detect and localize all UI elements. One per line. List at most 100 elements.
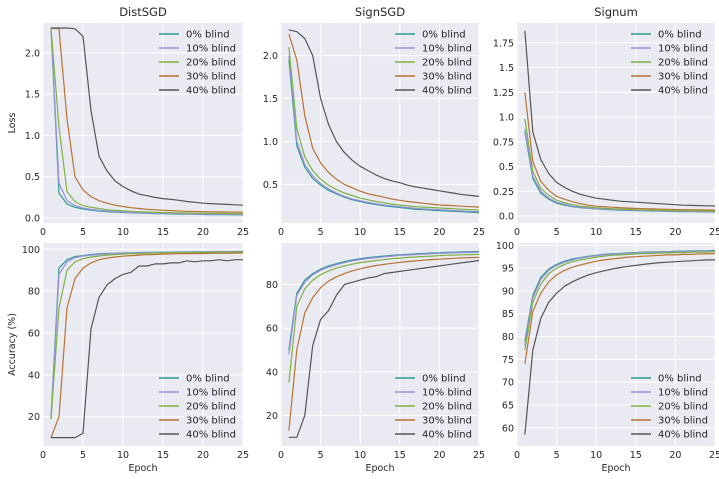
x-tick-label: 10	[590, 227, 602, 238]
y-tick-label: 2.0	[263, 51, 278, 62]
x-tick-label: 15	[394, 450, 406, 461]
legend-entry: 20% blind	[422, 58, 472, 69]
x-tick-label: 25	[709, 227, 719, 238]
x-tick-label: 20	[433, 450, 445, 461]
legend-entry: 30% blind	[186, 416, 236, 427]
series-line-4	[288, 34, 480, 208]
plot-area	[281, 23, 479, 223]
x-tick-label: 10	[590, 450, 602, 461]
x-tick-label: 20	[197, 227, 209, 238]
x-tick-label: 5	[318, 450, 324, 461]
x-tick-label: 15	[157, 450, 169, 461]
legend-entry: 10% blind	[186, 44, 236, 55]
series-line-2	[288, 55, 480, 213]
legend-entry: 0% blind	[422, 30, 466, 41]
x-tick-label: 5	[80, 450, 86, 461]
x-tick-label: 15	[630, 450, 642, 461]
legend-entry: 40% blind	[186, 86, 236, 97]
legend-entry: 10% blind	[422, 44, 472, 55]
legend-entry: 20% blind	[658, 402, 708, 413]
legend-entry: 30% blind	[658, 416, 708, 427]
y-tick-label: 0.5	[263, 180, 278, 191]
x-tick-label: 10	[354, 227, 366, 238]
legend-entry: 20% blind	[186, 58, 236, 69]
y-tick-label: 0.5	[499, 162, 514, 173]
x-axis-label: Epoch	[601, 463, 630, 474]
panel-title: Signum	[594, 5, 638, 19]
y-axis-label: Accuracy (%)	[7, 313, 18, 376]
x-tick-label: 25	[237, 450, 249, 461]
y-tick-label: 1.5	[499, 63, 514, 74]
series-line-4	[524, 92, 716, 211]
y-axis-label: Loss	[7, 113, 18, 134]
plot-area	[517, 23, 715, 223]
panel-title: SignSGD	[355, 5, 405, 19]
x-tick-label: 0	[40, 450, 46, 461]
plot-area	[43, 23, 243, 223]
y-tick-label: 100	[22, 245, 40, 256]
series-line-4	[288, 256, 480, 431]
x-axis-label: Epoch	[128, 463, 157, 474]
legend-entry: 0% blind	[186, 374, 230, 385]
legend-entry: 10% blind	[422, 388, 472, 399]
y-tick-label: 1.5	[25, 90, 40, 101]
y-tick-label: 75	[502, 355, 514, 366]
x-tick-label: 10	[117, 227, 129, 238]
y-tick-label: 40	[266, 367, 278, 378]
x-axis-label: Epoch	[365, 463, 394, 474]
x-tick-label: 20	[433, 227, 445, 238]
y-tick-label: 100	[496, 241, 514, 252]
y-tick-label: 1.75	[493, 38, 514, 49]
x-tick-label: 25	[473, 227, 485, 238]
chart-panel-2: 0 5 10 15 20 25 0.5 1.0 1.5 2.0 SignSGD 0% blind 10%…	[263, 5, 485, 238]
legend-entry: 30% blind	[186, 72, 236, 83]
legend-entry: 10% blind	[658, 388, 708, 399]
y-tick-label: 60	[28, 328, 40, 339]
legend-entry: 20% blind	[658, 58, 708, 69]
series-line-5	[51, 27, 244, 206]
y-tick-label: 80	[28, 287, 40, 298]
series-line-5	[524, 259, 715, 435]
y-tick-label: 40	[28, 370, 40, 381]
y-tick-label: 0.5	[25, 172, 40, 183]
series-line-4	[524, 252, 716, 364]
y-tick-label: 1.0	[263, 137, 278, 148]
x-tick-label: 10	[117, 450, 129, 461]
y-tick-label: 70	[502, 378, 514, 389]
y-tick-label: 1.25	[493, 88, 514, 99]
legend-entry: 30% blind	[658, 72, 708, 83]
x-tick-label: 20	[669, 450, 681, 461]
x-tick-label: 0	[514, 227, 520, 238]
y-tick-label: 0.25	[493, 187, 514, 198]
y-tick-label: 65	[502, 400, 514, 411]
series-line-2	[524, 250, 716, 346]
legend-entry: 40% blind	[186, 430, 236, 441]
legend-entry: 20% blind	[422, 402, 472, 413]
x-tick-label: 15	[630, 227, 642, 238]
legend-entry: 0% blind	[658, 30, 702, 41]
series-line-2	[288, 251, 480, 355]
x-tick-label: 0	[278, 450, 284, 461]
series-line-3	[50, 251, 243, 419]
chart-panel-4: 0 5 10 15 20 25 20 40 60 80 100 Epoch Accuracy (%) 0%…	[7, 243, 249, 474]
y-tick-label: 0.0	[25, 214, 40, 225]
legend-entry: 40% blind	[422, 86, 472, 97]
x-tick-label: 5	[80, 227, 86, 238]
legend-entry: 30% blind	[422, 416, 472, 427]
x-tick-label: 15	[394, 227, 406, 238]
series-line-4	[50, 252, 243, 438]
x-tick-label: 20	[669, 227, 681, 238]
y-tick-label: 20	[28, 412, 40, 423]
legend-entry: 0% blind	[422, 374, 466, 385]
series-line-4	[50, 27, 244, 213]
series-line-3	[288, 253, 480, 383]
y-tick-label: 1.0	[25, 131, 40, 142]
y-tick-label: 80	[266, 280, 278, 291]
series-line-3	[524, 118, 716, 212]
x-tick-label: 25	[473, 450, 485, 461]
series-line-3	[50, 27, 244, 215]
y-tick-label: 1.0	[499, 113, 514, 124]
y-tick-label: 95	[502, 264, 514, 275]
series-line-1	[288, 59, 480, 214]
